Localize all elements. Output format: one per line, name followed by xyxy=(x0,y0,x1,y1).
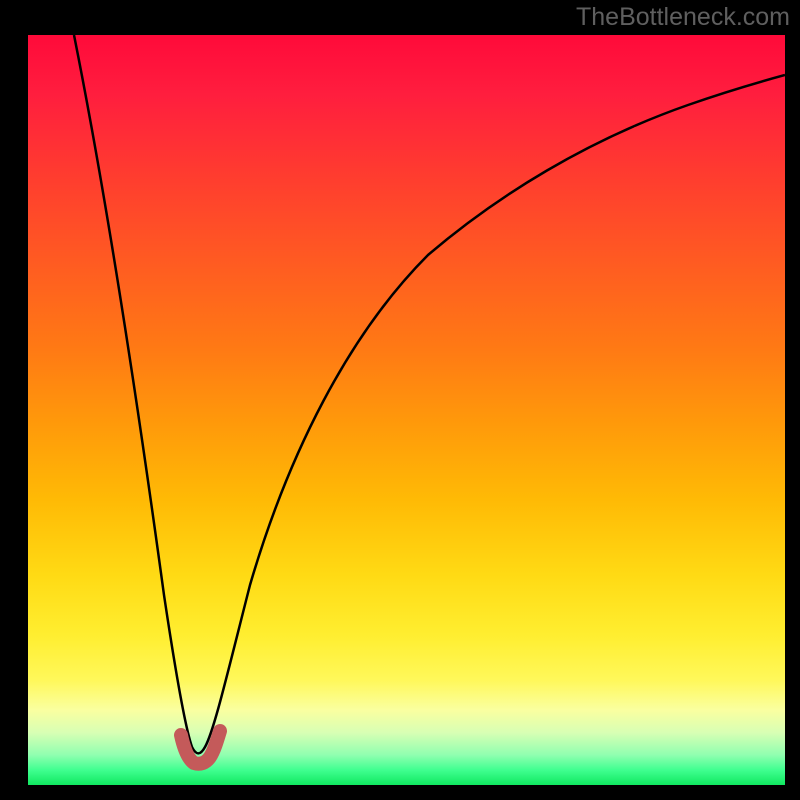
bottleneck-curve xyxy=(74,35,785,753)
curve-tip-highlight xyxy=(181,731,220,764)
plot-gradient-area xyxy=(28,35,785,785)
watermark-text: TheBottleneck.com xyxy=(576,3,790,32)
curve-layer xyxy=(28,35,785,785)
chart-frame: TheBottleneck.com xyxy=(0,0,800,800)
